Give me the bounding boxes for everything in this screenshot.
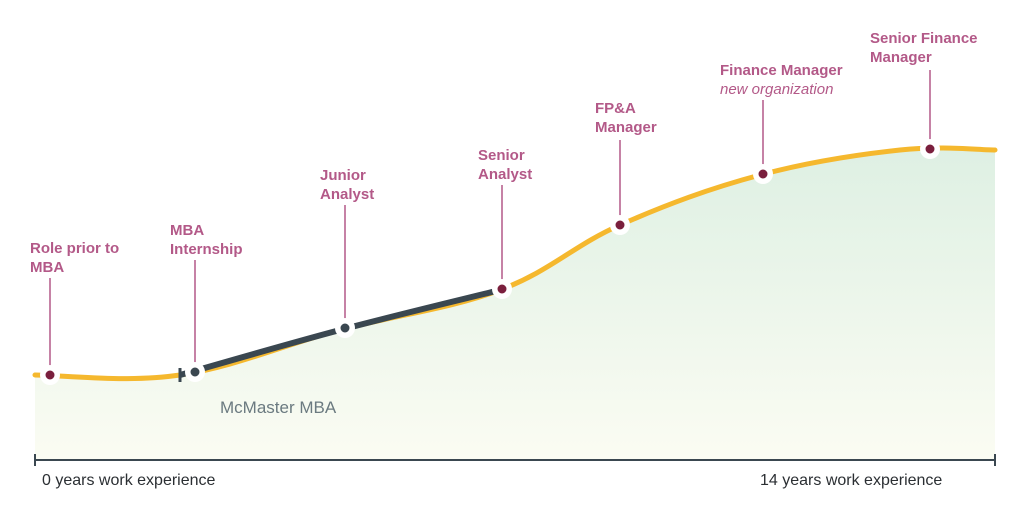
milestone-dot (757, 168, 769, 180)
milestone-label: MBAInternship (170, 222, 243, 260)
milestone-dot (614, 219, 626, 231)
milestone-dot (44, 369, 56, 381)
milestone-label: Finance Managernew organization (720, 62, 843, 100)
area-fill (35, 148, 995, 460)
chart-svg (0, 0, 1024, 512)
milestone-dot (189, 366, 201, 378)
milestone-label: Senior FinanceManager (870, 30, 978, 68)
milestone-label: Role prior toMBA (30, 240, 119, 278)
milestone-label: SeniorAnalyst (478, 147, 532, 185)
milestone-label: FP&AManager (595, 100, 657, 138)
x-axis-label-left: 0 years work experience (42, 472, 215, 490)
milestone-label: JuniorAnalyst (320, 167, 374, 205)
milestone-dot (496, 283, 508, 295)
milestone-dot (339, 322, 351, 334)
career-timeline-chart: Role prior toMBA MBAInternship JuniorAnaly… (0, 0, 1024, 512)
mba-segment-label: McMaster MBA (220, 398, 336, 418)
x-axis-label-right: 14 years work experience (760, 472, 942, 490)
milestone-dot (924, 143, 936, 155)
